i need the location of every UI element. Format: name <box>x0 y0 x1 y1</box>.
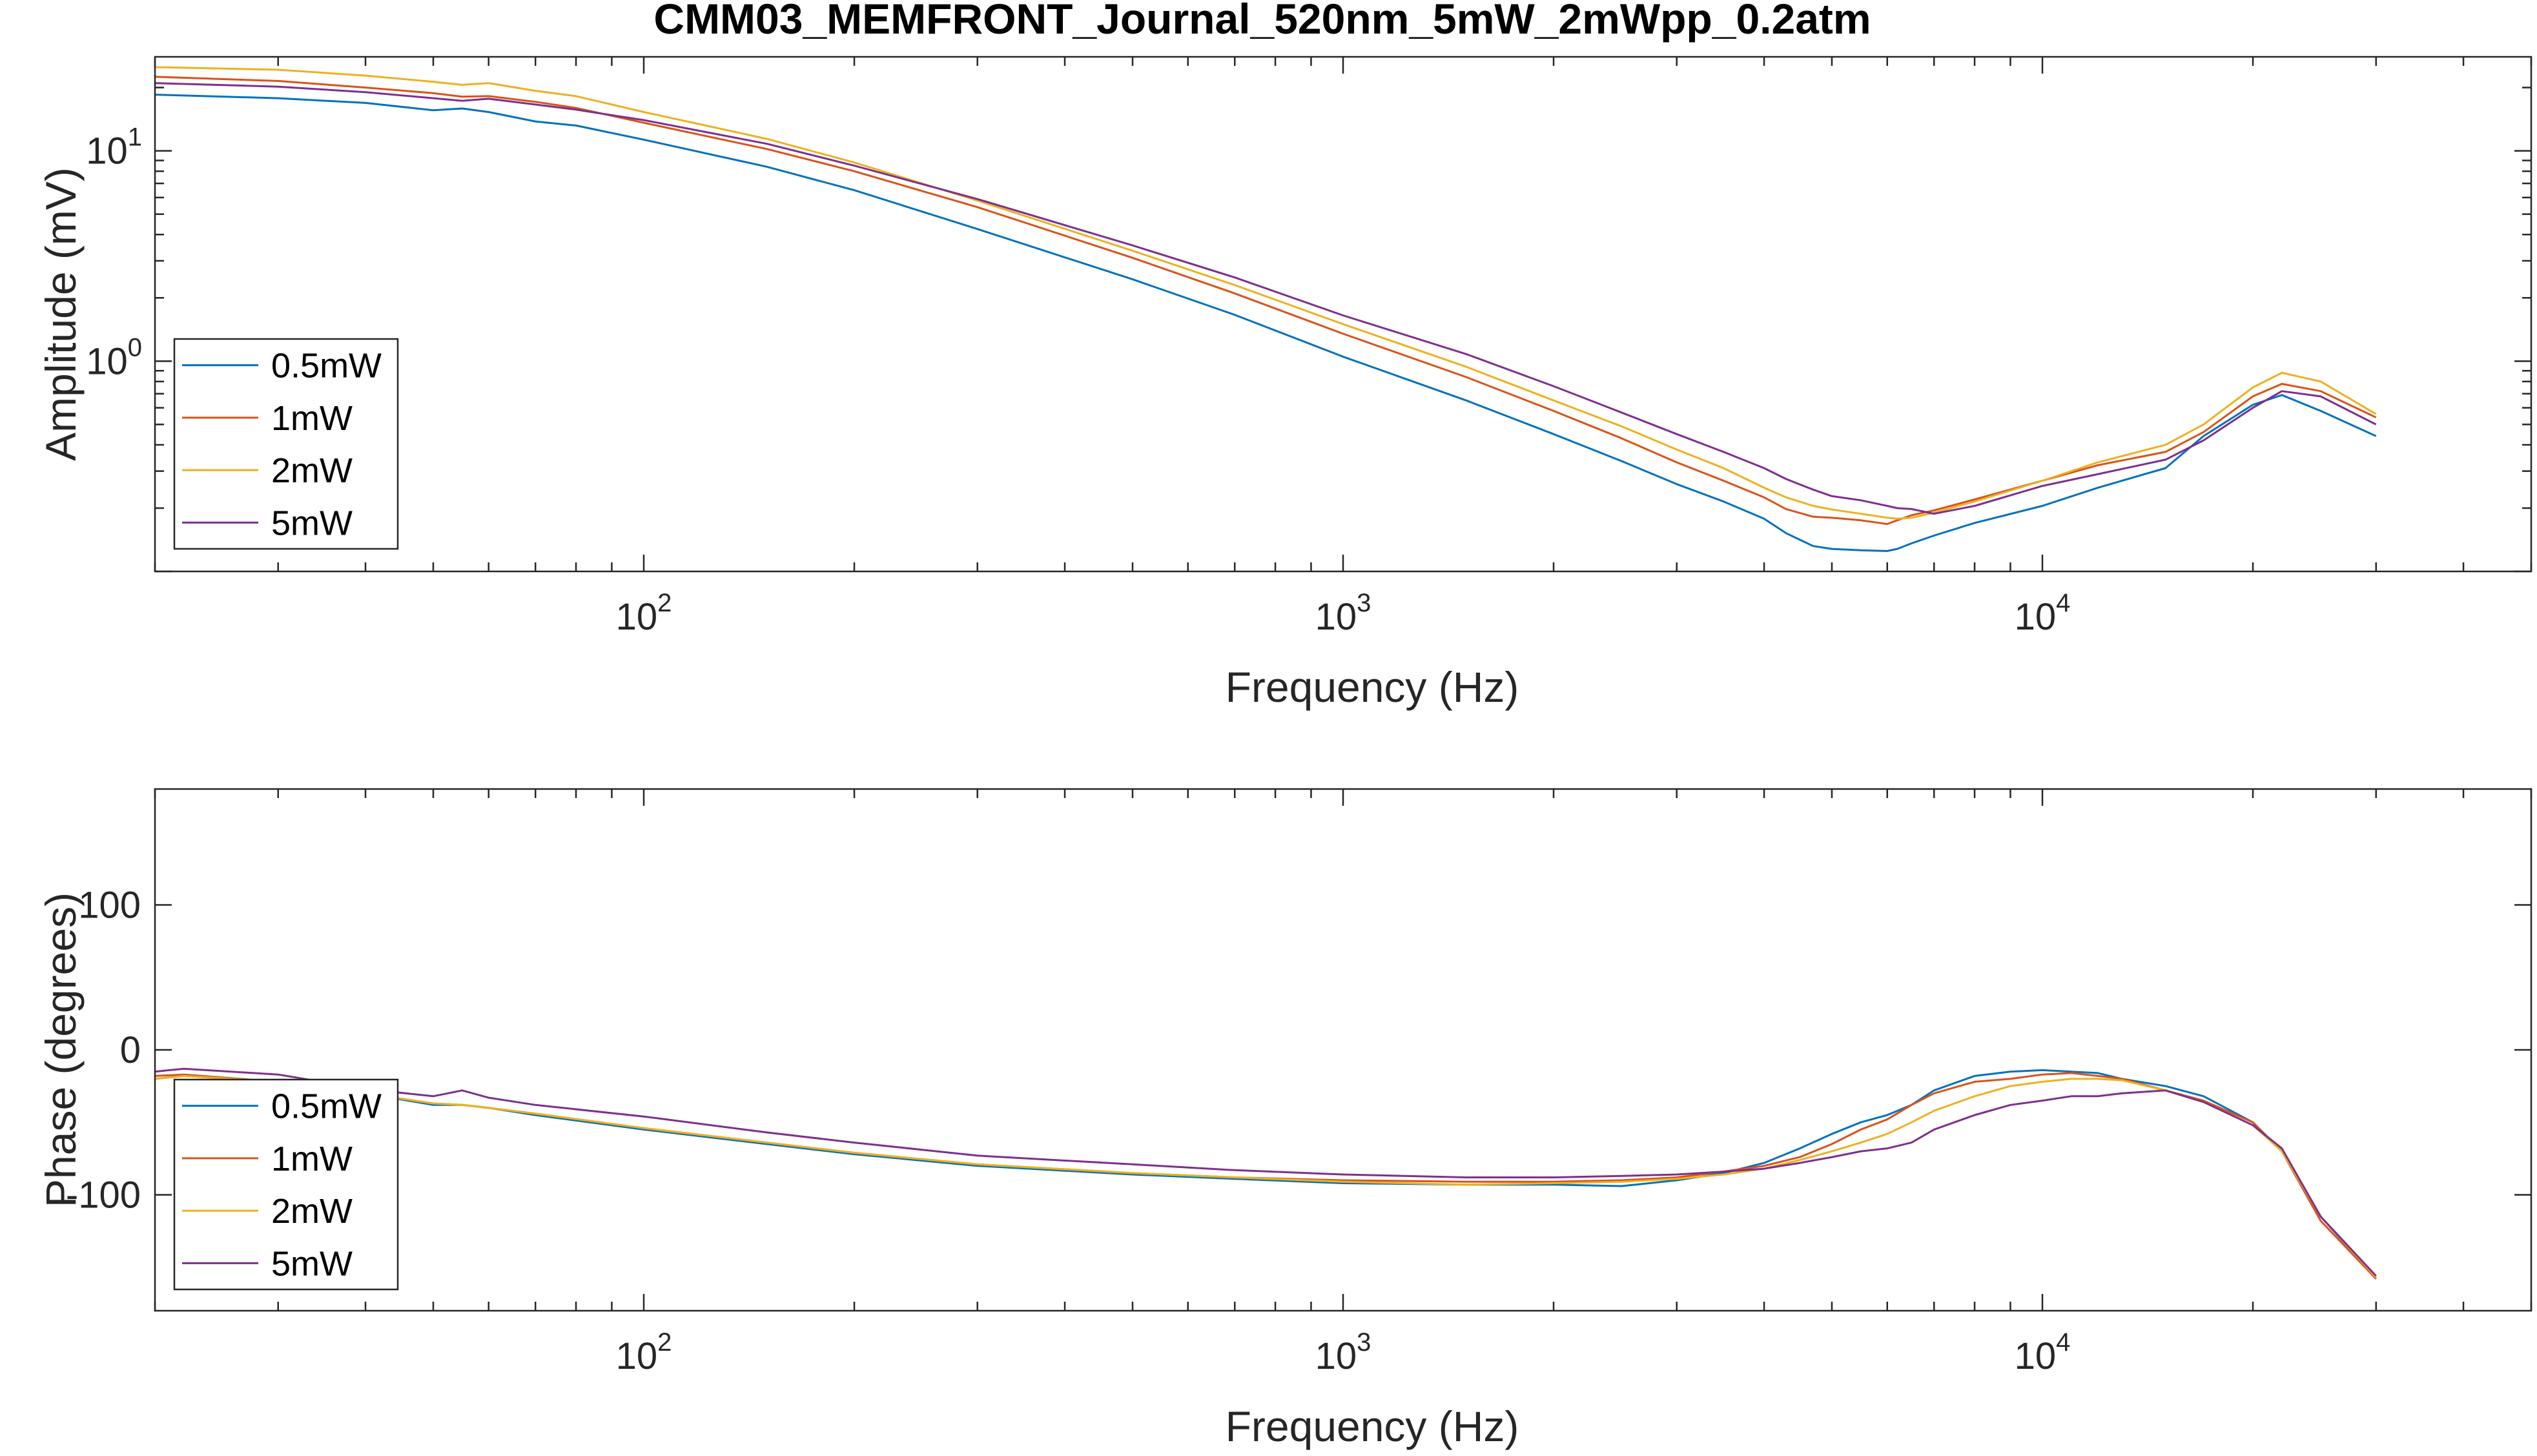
amplitude-series-line-5mw <box>154 82 2377 515</box>
phase-x-tick-label-base: 10 <box>2015 1335 2057 1377</box>
amplitude-legend-item-0-5mw[interactable]: 0.5mW <box>182 347 382 385</box>
amplitude-x-tick-label: 103 <box>1315 589 1371 638</box>
phase-legend-item-1mw[interactable]: 1mW <box>182 1140 353 1178</box>
amplitude-x-tick-label: 102 <box>616 589 672 638</box>
amplitude-series-line-0-5mw <box>154 94 2377 552</box>
amplitude-x-tick-label-exponent: 4 <box>2056 589 2070 617</box>
amplitude-x-tick-label: 104 <box>2015 589 2071 638</box>
phase-x-tick-label: 104 <box>2015 1328 2071 1377</box>
amplitude-legend[interactable]: 0.5mW 1mW 2mW 5mW <box>173 338 399 550</box>
amplitude-y-tick-label-base: 10 <box>86 340 128 382</box>
phase-y-axis-label: Phase (degrees) <box>37 892 85 1207</box>
amplitude-x-tick-label-base: 10 <box>1315 596 1357 638</box>
phase-legend-item-2mw[interactable]: 2mW <box>182 1192 353 1231</box>
amplitude-legend-label: 0.5mW <box>271 347 382 385</box>
amplitude-axes-frame <box>154 56 2532 573</box>
amplitude-y-axis-label: Amplitude (mV) <box>37 167 85 461</box>
amplitude-legend-item-2mw[interactable]: 2mW <box>182 451 353 490</box>
amplitude-x-tick-label-exponent: 2 <box>657 589 672 617</box>
phase-x-tick-label-base: 10 <box>1315 1335 1357 1377</box>
phase-legend-label: 0.5mW <box>271 1087 382 1126</box>
phase-x-tick-label: 102 <box>616 1328 672 1377</box>
phase-legend-label: 1mW <box>271 1140 353 1178</box>
phase-x-tick-label-exponent: 3 <box>1357 1328 1371 1357</box>
phase-legend-box <box>173 1078 399 1291</box>
amplitude-y-tick-label: 101 <box>86 123 142 172</box>
phase-legend-label: 5mW <box>271 1244 353 1283</box>
phase-x-tick-label-exponent: 2 <box>657 1328 672 1357</box>
amplitude-y-tick-label-base: 10 <box>86 130 128 172</box>
amplitude-ticks <box>154 57 2532 573</box>
phase-axes-frame <box>154 788 2532 1312</box>
amplitude-y-tick-label-exponent: 1 <box>128 123 142 152</box>
amplitude-x-tick-label-base: 10 <box>616 596 658 638</box>
amplitude-y-tick-label-exponent: 0 <box>128 333 142 362</box>
phase-legend-item-5mw[interactable]: 5mW <box>182 1244 353 1283</box>
phase-x-tick-label: 103 <box>1315 1328 1371 1377</box>
phase-legend-item-0-5mw[interactable]: 0.5mW <box>182 1087 382 1126</box>
amplitude-legend-item-5mw[interactable]: 5mW <box>182 504 353 542</box>
amplitude-legend-label: 1mW <box>271 399 353 438</box>
amplitude-legend-label: 2mW <box>271 451 353 490</box>
phase-legend-label: 2mW <box>271 1192 353 1231</box>
amplitude-series-line-1mw <box>154 76 2377 526</box>
chart-title: CMM03_MEMFRONT_Journal_520nm_5mW_2mWpp_0… <box>653 0 1871 43</box>
phase-x-tick-label-exponent: 4 <box>2056 1328 2070 1357</box>
amplitude-x-tick-label-base: 10 <box>2015 596 2057 638</box>
amplitude-x-axis-label: Frequency (Hz) <box>1226 663 1519 711</box>
amplitude-series <box>154 66 2377 552</box>
amplitude-legend-item-1mw[interactable]: 1mW <box>182 399 353 438</box>
amplitude-series-line-2mw <box>154 66 2377 520</box>
amplitude-x-tick-label-exponent: 3 <box>1357 589 1371 617</box>
phase-series <box>154 1067 2377 1280</box>
phase-legend[interactable]: 0.5mW 1mW 2mW 5mW <box>173 1078 399 1291</box>
amplitude-y-tick-label: 100 <box>86 333 142 382</box>
phase-y-tick-label: -100 <box>66 1174 141 1216</box>
phase-x-tick-label-base: 10 <box>616 1335 658 1377</box>
phase-series-line-2mw <box>154 1074 2377 1278</box>
phase-y-tick-label: 0 <box>120 1029 141 1071</box>
phase-series-line-5mw <box>154 1067 2377 1277</box>
amplitude-legend-label: 5mW <box>271 504 353 542</box>
phase-x-axis-label: Frequency (Hz) <box>1226 1402 1519 1450</box>
amplitude-legend-box <box>173 338 399 550</box>
phase-y-tick-label: 100 <box>78 885 141 927</box>
